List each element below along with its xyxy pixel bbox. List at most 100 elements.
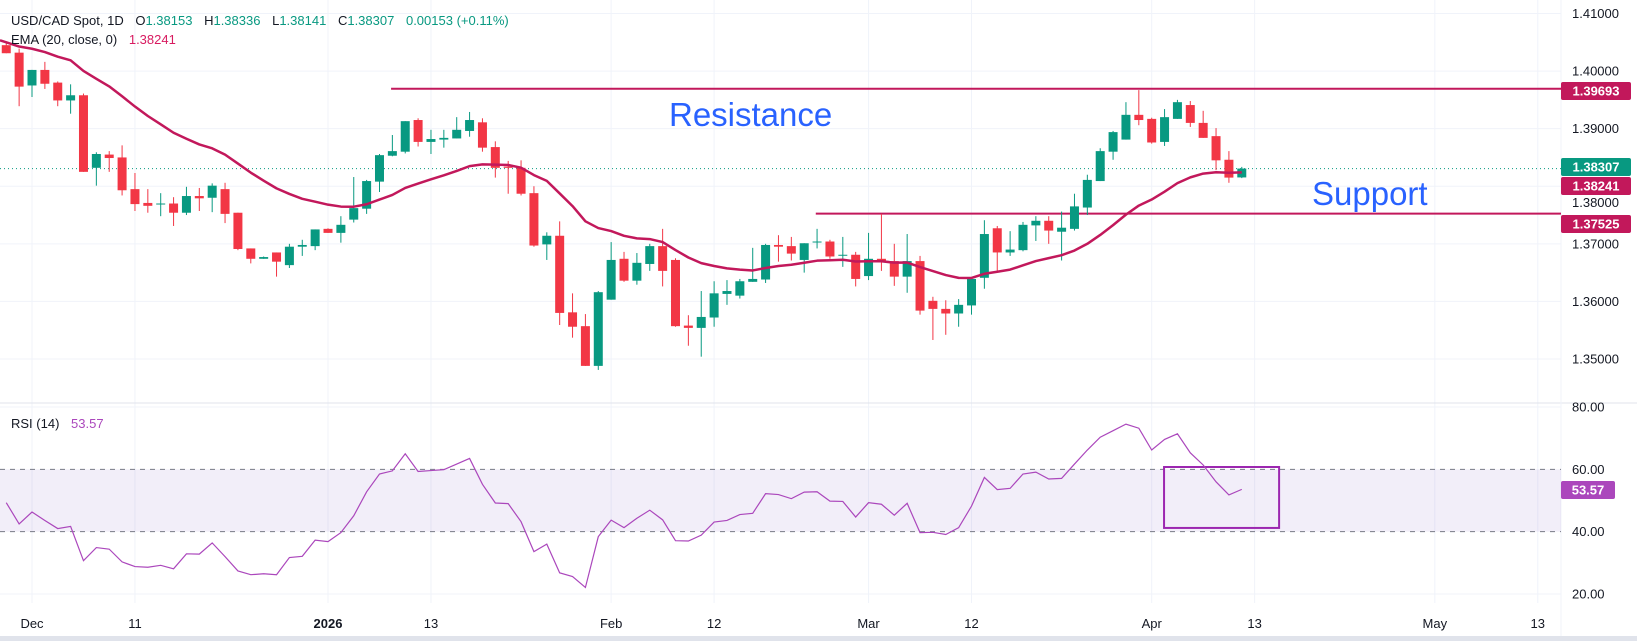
price-tick-label: 1.35000 [1572,351,1619,366]
candle-body [555,235,565,313]
candle-body [1005,249,1015,253]
support-price-tag: 1.37525 [1561,215,1631,233]
candle [761,243,771,283]
last-price-tag-text: 1.38307 [1573,160,1620,175]
candle [606,242,616,300]
candle-body [53,82,63,101]
rsi-value-tag-bg [1561,481,1615,499]
candle [889,243,899,286]
candle-body [91,153,101,168]
candle-body [1,45,11,54]
candle [748,247,758,282]
rsi-band [0,469,1561,532]
candle [1018,221,1028,252]
candle [104,151,114,172]
rsi-polyline [5,423,1243,589]
candle [233,212,243,251]
candle [529,186,539,247]
date-label: 11 [128,616,142,631]
resistance-label[interactable]: Resistance [669,96,832,133]
candle [992,225,1002,271]
open-value: 1.38153 [145,13,193,28]
candle [27,69,37,97]
ema-legend: EMA (20, close, 0) 1.38241 [11,32,176,47]
candle-body [696,316,706,328]
symbol-title[interactable]: USD/CAD Spot, 1D [11,13,124,28]
axes: 1.41000 1.40000 1.39000 1.38000 1.37000 1.360… [20,6,1619,631]
candle [297,239,307,256]
candle-body [362,181,372,209]
candle [722,280,732,305]
candle-body [851,254,861,279]
candle [130,172,140,211]
candle [928,296,938,340]
candle-body [104,154,114,159]
support-resistance-lines[interactable] [0,87,1561,215]
candle [1224,151,1234,183]
candle-body [786,246,796,254]
candle-body [374,155,384,182]
candle [1069,193,1079,231]
candle-body [799,243,809,260]
candle [915,255,925,315]
rsi-legend: RSI (14) 53.57 [11,416,104,431]
candle-body [1082,179,1092,208]
rsi-label[interactable]: RSI (14) [11,416,60,431]
ema-polyline [0,39,1242,280]
candle-body [838,254,848,256]
candle [1185,101,1195,127]
candle-body [902,261,912,277]
high-label: H [204,13,214,28]
candle-body [284,246,294,266]
candle-body [645,246,655,264]
ema-label[interactable]: EMA (20, close, 0) [11,32,118,47]
candle [542,232,552,260]
candle [362,179,372,214]
rsi-tick-label: 60.00 [1572,462,1605,477]
candle [323,228,333,233]
candle-body [619,258,629,281]
date-label: 2026 [314,616,343,631]
candle [78,93,88,172]
candle [671,258,680,327]
close-value: 1.38307 [347,13,395,28]
candle-body [1031,220,1041,226]
candle-body [992,228,1002,253]
candle [143,189,153,213]
candle-body [1172,102,1182,119]
candle [1005,231,1015,256]
candle-body [207,185,217,198]
candle [284,243,294,269]
candle [169,197,179,226]
candle-body [1044,220,1054,231]
candle-body [477,122,487,148]
candle-body [1069,206,1079,229]
candle [490,141,500,178]
ema-price-tag: 1.38241 [1561,177,1631,195]
candle [632,253,642,285]
date-label: 13 [1247,616,1261,631]
candle [555,221,565,326]
last-price-tag: 1.38307 [1561,158,1631,176]
candle-body [220,189,230,214]
rsi-pane [0,466,1561,533]
date-label: May [1423,616,1448,631]
support-label[interactable]: Support [1312,175,1428,212]
candle [645,243,655,271]
candle-body [169,203,179,213]
candle [14,48,24,107]
candle [979,220,989,289]
candle [194,187,204,211]
candle [735,278,745,299]
open-label: O [135,13,146,28]
candle [709,281,719,327]
candle [1082,174,1092,216]
candle-body [658,246,668,271]
candle-body [722,291,732,294]
candle-body [1095,151,1105,182]
candle-body [683,325,693,328]
candle [439,129,449,148]
ema-price-tag-bg [1561,177,1631,195]
candle-body [748,278,758,282]
